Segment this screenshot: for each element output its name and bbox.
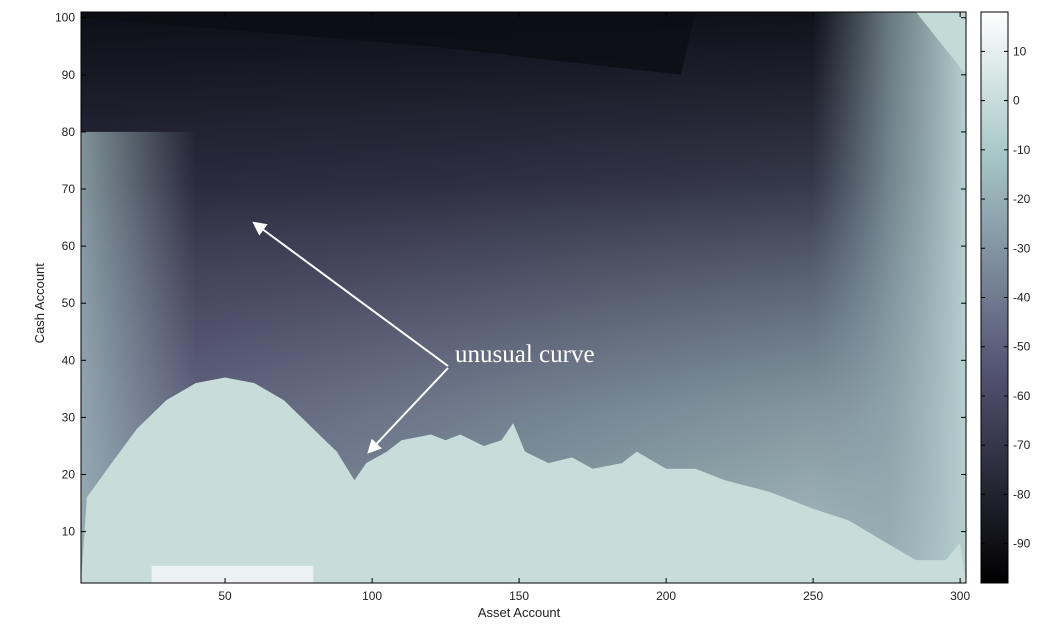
- colorbar-tick-label: -10: [1013, 143, 1031, 157]
- y-tick-label: 100: [55, 11, 75, 25]
- annotation: unusual curve: [252, 221, 595, 454]
- colorbar-tick-label: 0: [1013, 94, 1020, 108]
- annotation-label: unusual curve: [455, 341, 595, 368]
- x-tick-label: 100: [362, 589, 382, 603]
- colorbar-tick-label: -70: [1013, 438, 1031, 452]
- colorbar-tick-label: -90: [1013, 537, 1031, 551]
- colorbar-tick-label: -80: [1013, 487, 1031, 501]
- y-tick-label: 20: [62, 468, 76, 482]
- colorbar-tick-label: -30: [1013, 241, 1031, 255]
- y-tick-label: 30: [62, 410, 76, 424]
- x-tick-label: 50: [218, 589, 232, 603]
- y-tick-label: 40: [62, 353, 76, 367]
- y-axis: 10 20 30 40 50 60 70 80 90 100: [55, 11, 966, 539]
- x-axis: 50 100 150 200 250 300: [218, 12, 970, 603]
- y-tick-label: 50: [62, 296, 76, 310]
- x-tick-label: 250: [803, 589, 823, 603]
- colorbar-tick-label: -20: [1013, 192, 1031, 206]
- light-region: [81, 377, 966, 583]
- field-light-corner: [916, 12, 966, 75]
- plot-frame: [80, 11, 967, 584]
- colorbar: [980, 11, 1009, 584]
- field-dark-wedge: [81, 12, 696, 75]
- x-axis-label: Asset Account: [478, 605, 561, 620]
- y-tick-label: 10: [62, 525, 76, 539]
- x-tick-label: 300: [950, 589, 970, 603]
- annotation-arrow-lower: [367, 367, 449, 454]
- x-tick-label: 150: [509, 589, 529, 603]
- heatmap-field: [81, 12, 966, 583]
- colorbar-tick-label: -40: [1013, 291, 1031, 305]
- y-tick-label: 90: [62, 68, 76, 82]
- y-tick-label: 70: [62, 182, 76, 196]
- annotation-arrow-upper: [252, 221, 449, 367]
- y-tick-label: 80: [62, 125, 76, 139]
- colorbar-ticks: 10 0 -10 -20 -30 -40 -50 -60 -70 -80 -90: [981, 44, 1031, 551]
- y-tick-label: 60: [62, 239, 76, 253]
- field-bottom-highlight: [151, 565, 314, 583]
- colorbar-tick-label: -50: [1013, 340, 1031, 354]
- colorbar-tick-label: -60: [1013, 389, 1031, 403]
- colorbar-tick-label: 10: [1013, 44, 1027, 58]
- x-tick-label: 200: [656, 589, 676, 603]
- field-right-band: [813, 12, 966, 583]
- y-axis-label: Cash Account: [32, 263, 47, 344]
